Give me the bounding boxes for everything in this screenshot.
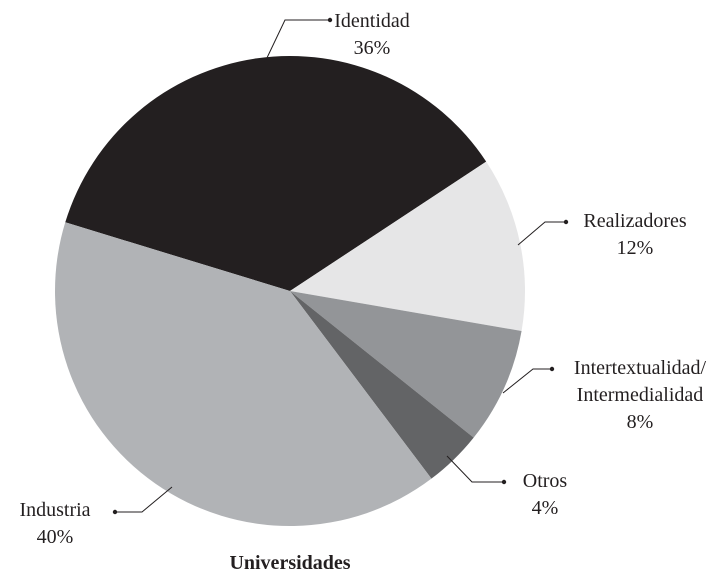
value-label: 12% <box>616 237 654 259</box>
category-label: Identidad <box>334 10 410 32</box>
slice-label: Identidad 36% <box>334 8 410 62</box>
leader-line <box>502 368 552 394</box>
category-label: Realizadores <box>583 210 687 232</box>
pie-slice <box>65 56 487 292</box>
leader-dot <box>563 219 569 225</box>
category-label: Otros <box>522 470 568 492</box>
value-label: 4% <box>531 497 559 519</box>
slice-label: Realizadores 12% <box>583 208 686 262</box>
pie-slice <box>290 161 525 331</box>
category-label: Intertextualidad/ Intermedialidad <box>573 357 707 406</box>
pie-slice <box>54 222 432 527</box>
value-label: 40% <box>36 526 74 548</box>
chart-title: Universidades <box>229 552 351 574</box>
value-label: 8% <box>626 411 654 433</box>
slice-label: Intertextualidad/ Intermedialidad 8% <box>574 355 706 436</box>
leader-line <box>446 455 504 483</box>
leader-line <box>115 486 173 513</box>
value-label: 36% <box>353 37 391 59</box>
slice-label: Industria 40% <box>19 497 90 551</box>
pie-slice <box>290 291 474 479</box>
category-label: Industria <box>19 499 91 521</box>
pie-slice <box>290 291 522 438</box>
leader-line <box>264 19 330 63</box>
leader-dot <box>501 479 507 485</box>
leader-line <box>517 221 566 246</box>
leader-dot <box>112 509 118 515</box>
leader-dot <box>327 17 333 23</box>
slice-label: Otros 4% <box>523 468 567 522</box>
leader-dot <box>549 366 555 372</box>
